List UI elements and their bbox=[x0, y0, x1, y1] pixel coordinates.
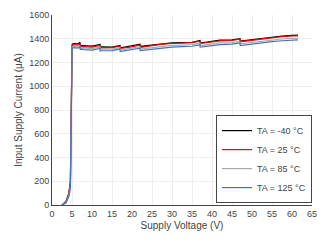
svg-text:1400: 1400 bbox=[29, 34, 49, 44]
svg-text:0: 0 bbox=[44, 200, 49, 210]
svg-text:1200: 1200 bbox=[29, 58, 49, 68]
svg-text:TA = 25 °C: TA = 25 °C bbox=[257, 145, 301, 155]
svg-text:45: 45 bbox=[227, 209, 237, 219]
svg-text:0: 0 bbox=[49, 209, 54, 219]
svg-text:Supply Voltage (V): Supply Voltage (V) bbox=[141, 220, 224, 231]
svg-text:60: 60 bbox=[287, 209, 297, 219]
svg-text:TA = 85 °C: TA = 85 °C bbox=[257, 164, 301, 174]
svg-text:40: 40 bbox=[207, 209, 217, 219]
svg-text:35: 35 bbox=[187, 209, 197, 219]
svg-text:10: 10 bbox=[87, 209, 97, 219]
svg-text:TA = -40 °C: TA = -40 °C bbox=[257, 126, 304, 136]
svg-text:600: 600 bbox=[34, 129, 49, 139]
svg-text:800: 800 bbox=[34, 105, 49, 115]
svg-text:65: 65 bbox=[307, 209, 317, 219]
svg-text:5: 5 bbox=[69, 209, 74, 219]
svg-text:400: 400 bbox=[34, 153, 49, 163]
svg-text:25: 25 bbox=[147, 209, 157, 219]
svg-text:20: 20 bbox=[127, 209, 137, 219]
svg-text:1000: 1000 bbox=[29, 81, 49, 91]
svg-text:15: 15 bbox=[107, 209, 117, 219]
svg-text:Input Supply Current (μA): Input Supply Current (μA) bbox=[13, 53, 24, 167]
svg-text:30: 30 bbox=[167, 209, 177, 219]
svg-text:50: 50 bbox=[247, 209, 257, 219]
svg-text:55: 55 bbox=[267, 209, 277, 219]
svg-text:200: 200 bbox=[34, 176, 49, 186]
svg-text:1600: 1600 bbox=[29, 10, 49, 20]
svg-text:TA = 125 °C: TA = 125 °C bbox=[257, 183, 306, 193]
